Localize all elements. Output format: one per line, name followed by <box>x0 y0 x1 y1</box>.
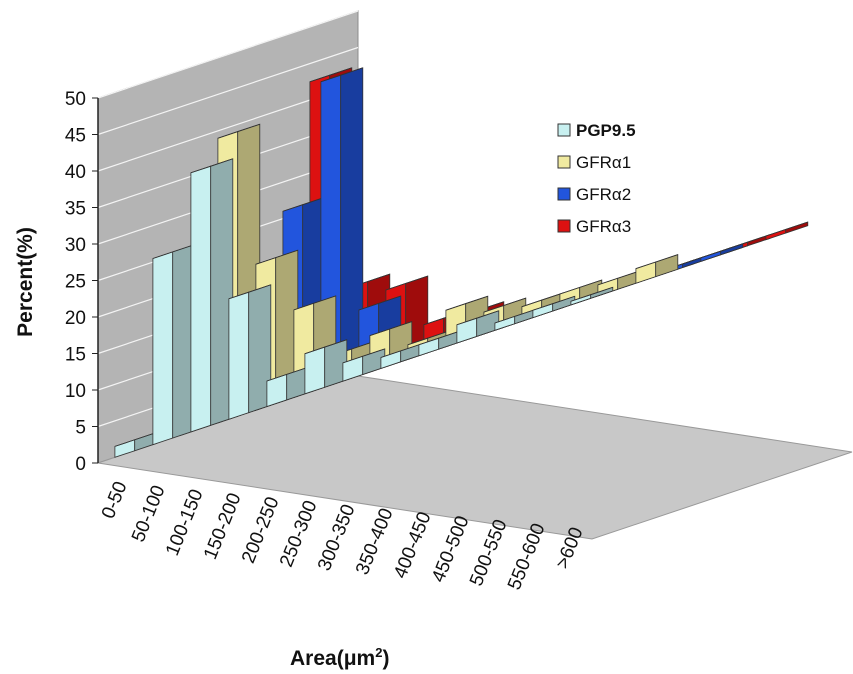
x-tick-label: 350-400 <box>352 505 398 578</box>
bars <box>114 67 809 458</box>
legend-swatch-gfra2 <box>557 187 571 201</box>
x-axis-title-superscript: 2 <box>375 645 382 660</box>
y-tick-label: 40 <box>65 162 86 183</box>
legend-label-gfra3: GFRα3 <box>576 217 631 236</box>
legend-label-gfra1: GFRα1 <box>576 153 631 172</box>
y-tick-label: 25 <box>65 272 86 293</box>
x-tick-label: 50-100 <box>128 482 170 545</box>
y-tick-label: 15 <box>65 345 86 366</box>
x-tick-label: 150-200 <box>200 490 246 563</box>
y-tick-label: 50 <box>65 89 86 110</box>
bar-gfr1-12 <box>635 254 679 284</box>
bar-pgp95-2 <box>190 158 234 433</box>
x-tick-label: 500-550 <box>466 517 512 590</box>
x-tick-label: 450-500 <box>428 513 474 586</box>
y-tick-label: 45 <box>65 126 86 147</box>
bar-pgp95-3 <box>228 284 272 420</box>
bar-pgp95-11 <box>532 295 576 319</box>
bar-pgp95-4 <box>266 366 310 408</box>
bar-pgp95-5 <box>304 339 348 395</box>
x-tick-label: 400-450 <box>390 509 436 582</box>
x-axis-title: Area(μm2) <box>290 645 389 670</box>
bar-pgp95-7 <box>380 342 424 369</box>
x-axis-title-end: ) <box>382 647 389 670</box>
legend: PGP9.5 GFRα1 GFRα2 GFRα3 <box>557 121 636 236</box>
bar-pgp95-6 <box>342 348 386 382</box>
x-tick-label: 250-300 <box>276 498 322 571</box>
legend-label-gfra2: GFRα2 <box>576 185 631 204</box>
x-tick-label: 550-600 <box>504 521 550 594</box>
y-tick-label: 35 <box>65 199 86 220</box>
y-tick-label: 20 <box>65 308 86 329</box>
y-tick-label: 10 <box>65 381 86 402</box>
bar-pgp95-1 <box>152 243 196 446</box>
legend-swatch-gfra3 <box>557 219 571 233</box>
bar-pgp95-10 <box>494 308 538 331</box>
y-tick-label: 0 <box>75 454 86 475</box>
x-axis-title-base: Area(μm <box>290 647 375 670</box>
x-tick-label: 200-250 <box>238 494 284 567</box>
x-tick-label: 100-150 <box>162 486 208 559</box>
x-tick-label: 300-350 <box>314 501 360 574</box>
bar-gfr3-12 <box>765 221 809 241</box>
bar-gfr2-12 <box>700 243 744 262</box>
legend-swatch-pgp95 <box>557 123 571 137</box>
y-axis-title: Percent(%) <box>14 227 37 337</box>
legend-swatch-gfra1 <box>557 155 571 169</box>
y-tick-label: 5 <box>75 418 86 439</box>
gridline <box>97 46 359 136</box>
gridline <box>97 10 359 99</box>
x-tick-label: 0-50 <box>98 479 132 522</box>
bar-pgp95-0 <box>114 431 158 458</box>
bar-pgp95-12 <box>570 286 614 306</box>
bar-pgp95-9 <box>456 310 500 344</box>
legend-label-pgp95: PGP9.5 <box>576 121 636 140</box>
y-tick-label: 30 <box>65 235 86 256</box>
y-axis-ticks: 0 5 10 15 20 25 30 35 40 45 50 <box>65 89 98 475</box>
